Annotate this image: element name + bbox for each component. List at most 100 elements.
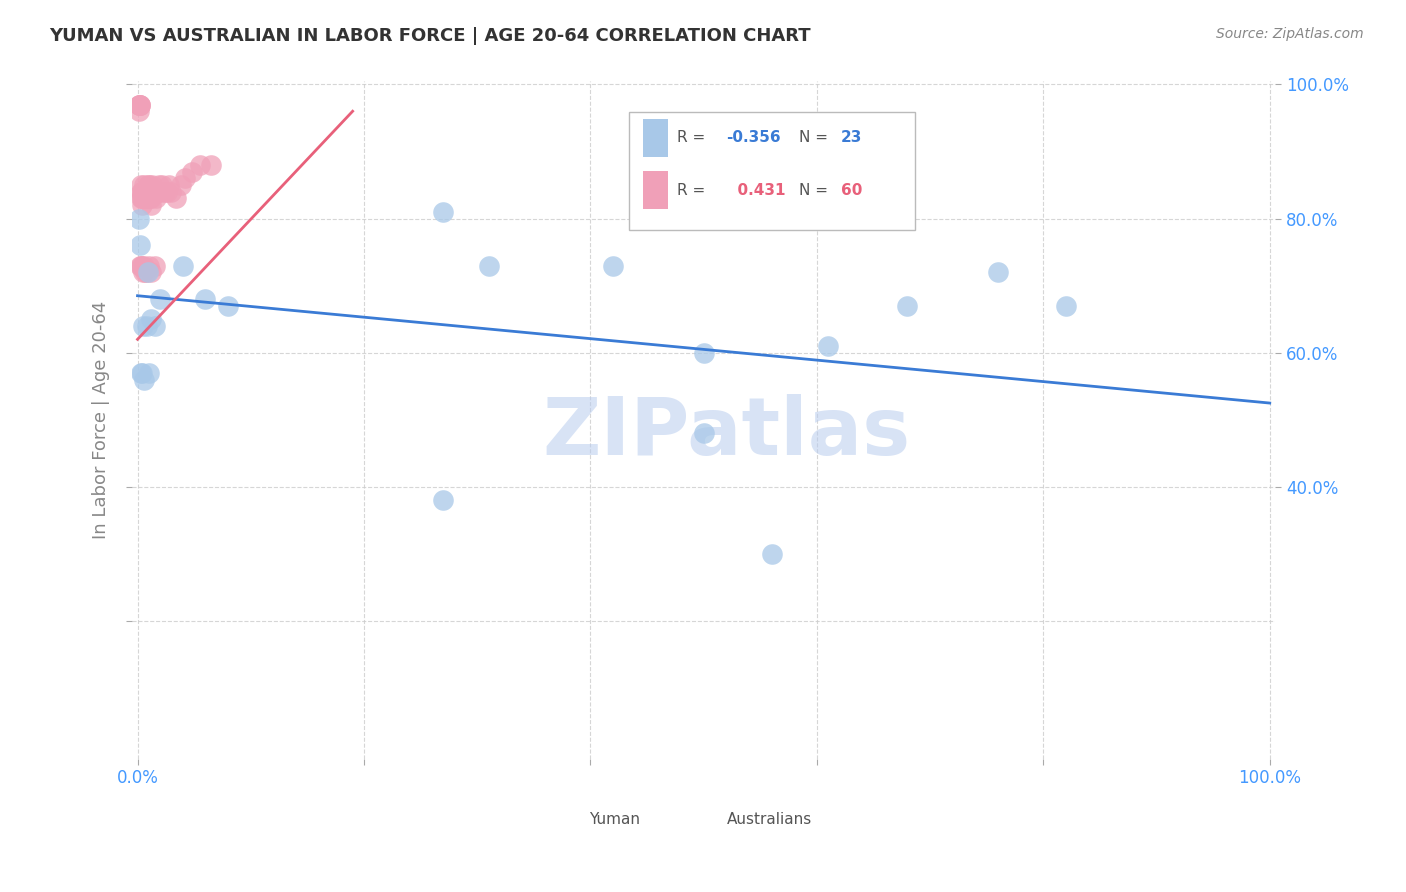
Point xyxy=(141,185,163,199)
Point xyxy=(138,178,160,192)
Point xyxy=(692,426,714,441)
Point xyxy=(138,259,160,273)
Point xyxy=(194,292,217,306)
Point xyxy=(139,265,162,279)
Point xyxy=(135,191,157,205)
Point xyxy=(200,158,222,172)
Y-axis label: In Labor Force | Age 20-64: In Labor Force | Age 20-64 xyxy=(93,301,110,539)
Point xyxy=(128,97,150,112)
Point xyxy=(817,339,839,353)
Point xyxy=(135,318,157,333)
Point xyxy=(149,185,172,199)
Text: ZIPatlas: ZIPatlas xyxy=(543,394,911,473)
Point xyxy=(152,178,174,192)
Point xyxy=(172,259,194,273)
Point xyxy=(128,211,150,226)
Point xyxy=(432,205,454,219)
Point xyxy=(987,265,1010,279)
Text: Australians: Australians xyxy=(727,812,811,827)
Point xyxy=(896,299,918,313)
Point xyxy=(135,185,157,199)
Point xyxy=(132,265,155,279)
Point xyxy=(143,259,166,273)
Point xyxy=(134,185,156,199)
Point xyxy=(160,185,183,199)
Text: R =: R = xyxy=(678,183,710,198)
Point xyxy=(139,312,162,326)
FancyBboxPatch shape xyxy=(643,171,668,209)
Point xyxy=(128,259,150,273)
Point xyxy=(143,318,166,333)
Point xyxy=(134,373,156,387)
Point xyxy=(141,178,163,192)
Point xyxy=(136,178,159,192)
Text: Yuman: Yuman xyxy=(589,812,640,827)
Point xyxy=(132,318,155,333)
Point xyxy=(129,191,152,205)
Point xyxy=(477,259,499,273)
Point xyxy=(129,259,152,273)
Point xyxy=(134,265,156,279)
Point xyxy=(134,191,156,205)
Point xyxy=(1054,299,1077,313)
Point xyxy=(174,171,197,186)
Point xyxy=(131,185,153,199)
Point xyxy=(139,198,162,212)
Point xyxy=(128,97,150,112)
Point xyxy=(153,185,176,199)
FancyBboxPatch shape xyxy=(643,120,668,157)
Point xyxy=(692,345,714,359)
Point xyxy=(128,104,150,119)
Point xyxy=(128,97,150,112)
Point xyxy=(188,158,211,172)
Point xyxy=(129,366,152,380)
FancyBboxPatch shape xyxy=(696,803,724,837)
Text: N =: N = xyxy=(799,183,832,198)
Point xyxy=(139,185,162,199)
Text: 60: 60 xyxy=(841,183,862,198)
Point xyxy=(145,185,167,199)
FancyBboxPatch shape xyxy=(550,803,578,837)
Point xyxy=(761,547,783,561)
Point xyxy=(131,366,153,380)
Text: -0.356: -0.356 xyxy=(727,130,782,145)
Point xyxy=(180,164,202,178)
Point xyxy=(136,265,159,279)
Point xyxy=(131,198,153,212)
Text: 23: 23 xyxy=(841,130,862,145)
Text: R =: R = xyxy=(678,130,710,145)
Text: YUMAN VS AUSTRALIAN IN LABOR FORCE | AGE 20-64 CORRELATION CHART: YUMAN VS AUSTRALIAN IN LABOR FORCE | AGE… xyxy=(49,27,811,45)
Point xyxy=(134,259,156,273)
Point xyxy=(139,191,162,205)
Point xyxy=(128,97,150,112)
Point xyxy=(128,97,150,112)
Point xyxy=(134,178,156,192)
Point xyxy=(135,265,157,279)
Point xyxy=(217,299,239,313)
Point xyxy=(129,178,152,192)
Point xyxy=(148,178,170,192)
Point xyxy=(139,191,162,205)
Point xyxy=(136,185,159,199)
Point xyxy=(143,185,166,199)
Point xyxy=(149,292,172,306)
Point xyxy=(138,185,160,199)
Point xyxy=(156,185,179,199)
Point xyxy=(142,185,165,199)
Text: Source: ZipAtlas.com: Source: ZipAtlas.com xyxy=(1216,27,1364,41)
Point xyxy=(145,191,167,205)
Point xyxy=(432,493,454,508)
Point xyxy=(134,191,156,205)
Point xyxy=(157,178,180,192)
Point xyxy=(129,185,152,199)
Point xyxy=(128,238,150,252)
FancyBboxPatch shape xyxy=(630,112,915,230)
Point xyxy=(602,259,624,273)
Point xyxy=(134,185,156,199)
Point xyxy=(165,191,187,205)
Text: 0.431: 0.431 xyxy=(727,183,785,198)
Text: N =: N = xyxy=(799,130,832,145)
Point xyxy=(132,185,155,199)
Point xyxy=(132,185,155,199)
Point xyxy=(146,185,169,199)
